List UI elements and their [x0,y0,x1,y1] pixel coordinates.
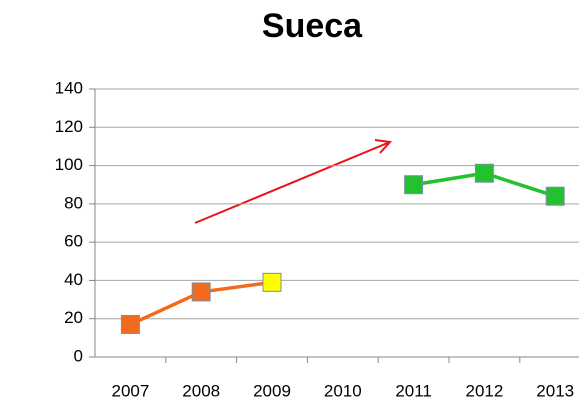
marker [191,282,211,302]
x-tick-label: 2008 [182,381,220,400]
marker [474,163,494,183]
marker [120,314,140,334]
chart-title: Sueca [262,7,363,45]
y-tick-label: 80 [64,193,83,212]
y-tick-label: 20 [64,308,83,327]
arrow-annotation [194,139,393,224]
y-tick-label: 40 [64,270,83,289]
y-tick-label: 120 [55,117,83,136]
x-tick-label: 2010 [324,381,362,400]
y-tick-label: 60 [64,232,83,251]
y-tick-label: 100 [55,155,83,174]
marker [262,272,282,292]
x-tick-label: 2009 [253,381,291,400]
x-tick-label: 2007 [111,381,149,400]
x-tick-label: 2011 [395,381,432,400]
y-tick-label: 0 [74,346,83,365]
y-tick-label: 140 [55,78,83,97]
marker [545,186,565,206]
marker [404,175,424,195]
x-tick-label: 2012 [465,381,503,400]
x-tick-label: 2013 [536,381,574,400]
